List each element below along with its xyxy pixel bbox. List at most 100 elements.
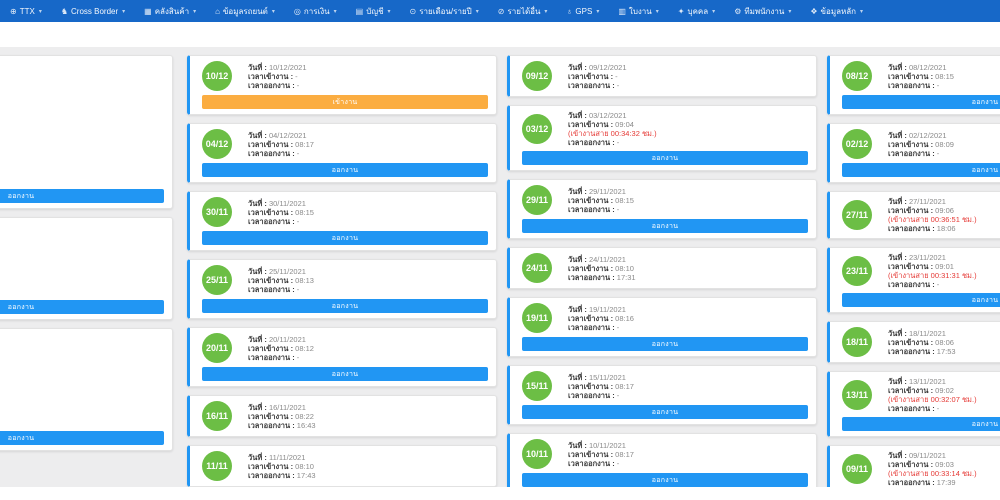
clock-out-button[interactable]: ออกงาน bbox=[842, 163, 1000, 177]
card-clipped-content bbox=[0, 334, 164, 427]
time-in-line: เวลาเข้างาน : 08:10 bbox=[248, 462, 316, 471]
clock-out-button[interactable]: ออกงาน bbox=[522, 405, 808, 419]
clock-out-button[interactable]: ออกงาน bbox=[842, 293, 1000, 307]
nav-item-accounting[interactable]: ▤ บัญชี ▾ bbox=[356, 5, 391, 18]
date-badge: 10/11 bbox=[522, 439, 552, 469]
nav-item-vehicle-data[interactable]: ⌂ ข้อมูลรถยนต์ ▾ bbox=[215, 5, 275, 18]
date-value: 04/12/2021 bbox=[266, 130, 307, 140]
clock-out-button[interactable]: ออกงาน bbox=[522, 473, 808, 487]
card-body: 27/11 วันที่ : 27/11/2021 เวลาเข้างาน : 09… bbox=[842, 197, 1000, 233]
nav-item-staff-team[interactable]: ⚙ ทีมพนักงาน ▾ bbox=[734, 5, 791, 18]
nav-item-warehouse[interactable]: ▦ คลังสินค้า ▾ bbox=[144, 5, 196, 18]
chevron-down-icon: ▾ bbox=[122, 8, 126, 15]
time-in-value: 08:12 bbox=[293, 343, 314, 353]
time-in-label: เวลาเข้างาน : bbox=[248, 139, 294, 149]
card-lines: วันที่ : 15/11/2021 เวลาเข้างาน : 08:17 เว… bbox=[568, 373, 634, 400]
clock-out-button[interactable]: ออกงาน bbox=[202, 163, 488, 177]
card-lines: วันที่ : 13/11/2021 เวลาเข้างาน : 09:02 (เ… bbox=[888, 377, 977, 413]
nav-item-ttx[interactable]: ⊕ TTX ▾ bbox=[10, 7, 42, 16]
time-in-line: เวลาเข้างาน : 09:03 bbox=[888, 460, 977, 469]
date-line: วันที่ : 23/11/2021 bbox=[888, 253, 977, 262]
vehicle-data-icon: ⌂ bbox=[215, 6, 220, 16]
date-label: วันที่ : bbox=[568, 440, 587, 450]
clock-out-button[interactable]: ออกงาน bbox=[202, 367, 488, 381]
nav-item-finance[interactable]: ◎ การเงิน ▾ bbox=[294, 5, 337, 18]
card-body: 16/11 วันที่ : 16/11/2021 เวลาเข้างาน : 08… bbox=[202, 401, 488, 431]
date-label: วันที่ : bbox=[568, 304, 587, 314]
date-label: วันที่ : bbox=[888, 130, 907, 140]
warehouse-icon: ▦ bbox=[144, 6, 152, 16]
clock-out-button[interactable]: ออกงาน bbox=[0, 300, 164, 314]
clock-out-button[interactable]: ออกงาน bbox=[202, 231, 488, 245]
time-out-label: เวลาออกงาน : bbox=[248, 352, 295, 362]
time-in-value: 08:17 bbox=[293, 139, 314, 149]
nav-item-label: TTX bbox=[19, 6, 35, 16]
time-in-label: เวลาเข้างาน : bbox=[888, 460, 934, 469]
date-badge: 11/11 bbox=[202, 451, 232, 481]
card-lines: วันที่ : 10/12/2021 เวลาเข้างาน : - เวลาออ… bbox=[248, 63, 307, 90]
date-badge: 09/12 bbox=[522, 61, 552, 91]
date-label: วันที่ : bbox=[888, 377, 907, 386]
clock-out-button[interactable]: ออกงาน bbox=[522, 337, 808, 351]
nav-item-other-income[interactable]: ⊘ รายได้อื่น ▾ bbox=[498, 5, 548, 18]
time-out-label: เวลาออกงาน : bbox=[888, 280, 935, 289]
time-in-line: เวลาเข้างาน : 08:17 bbox=[568, 382, 634, 391]
card-lines: วันที่ : 20/11/2021 เวลาเข้างาน : 08:12 เว… bbox=[248, 335, 314, 362]
chevron-down-icon: ▾ bbox=[596, 8, 600, 15]
nav-item-label: บัญชี bbox=[366, 6, 384, 16]
clock-out-button[interactable]: ออกงาน bbox=[0, 431, 164, 445]
time-out-line: เวลาออกงาน : - bbox=[248, 353, 314, 362]
clock-out-button[interactable]: ออกงาน bbox=[842, 417, 1000, 431]
date-label: วันที่ : bbox=[248, 334, 267, 344]
date-line: วันที่ : 02/12/2021 bbox=[888, 131, 954, 140]
nav-item-monthly[interactable]: ⊙ รายเดือน/รายปี ▾ bbox=[410, 5, 479, 18]
clock-out-button[interactable]: ออกงาน bbox=[522, 219, 808, 233]
clock-out-button[interactable]: ออกงาน bbox=[522, 151, 808, 165]
attendance-card: ออกงาน bbox=[0, 55, 173, 209]
nav-item-personnel[interactable]: ✦ บุคคล ▾ bbox=[678, 5, 715, 18]
attendance-column-b: 10/12 วันที่ : 10/12/2021 เวลาเข้างาน : -เ… bbox=[187, 55, 497, 487]
date-badge: 08/12 bbox=[842, 61, 872, 91]
late-note: (เข้างานสาย 00:32:07 ชม.) bbox=[888, 395, 977, 404]
card-clipped-content bbox=[0, 223, 164, 296]
nav-item-cross-border[interactable]: ♞ Cross Border ▾ bbox=[61, 7, 125, 16]
card-lines: วันที่ : 09/12/2021 เวลาเข้างาน : - เวลาออ… bbox=[568, 63, 627, 90]
time-in-label: เวลาเข้างาน : bbox=[248, 207, 294, 217]
time-in-value: 08:06 bbox=[933, 337, 954, 347]
clock-out-button[interactable]: ออกงาน bbox=[0, 189, 164, 203]
time-out-value: - bbox=[934, 404, 940, 413]
nav-item-gps[interactable]: ♁ GPS ▾ bbox=[566, 7, 599, 16]
nav-item-job-sheet[interactable]: ▥ ใบงาน ▾ bbox=[618, 5, 658, 18]
time-in-label: เวลาเข้างาน : bbox=[248, 461, 294, 471]
attendance-card: 04/12 วันที่ : 04/12/2021 เวลาเข้างาน : 08… bbox=[187, 123, 497, 183]
time-out-label: เวลาออกงาน : bbox=[568, 458, 615, 468]
attendance-card: 20/11 วันที่ : 20/11/2021 เวลาเข้างาน : 08… bbox=[187, 327, 497, 387]
date-badge: 15/11 bbox=[522, 371, 552, 401]
clock-in-button[interactable]: เข้างาน bbox=[202, 95, 488, 109]
time-out-value: 17:43 bbox=[294, 470, 316, 480]
date-label: วันที่ : bbox=[248, 402, 267, 412]
clock-out-button[interactable]: ออกงาน bbox=[842, 95, 1000, 109]
date-line: วันที่ : 20/11/2021 bbox=[248, 335, 314, 344]
time-in-label: เวลาเข้างาน : bbox=[248, 275, 294, 285]
card-body: 18/11 วันที่ : 18/11/2021 เวลาเข้างาน : 08… bbox=[842, 327, 1000, 357]
date-line: วันที่ : 25/11/2021 bbox=[248, 267, 314, 276]
nav-item-label: การเงิน bbox=[303, 6, 330, 16]
attendance-card: 10/11 วันที่ : 10/11/2021 เวลาเข้างาน : 08… bbox=[507, 433, 817, 487]
date-badge: 27/11 bbox=[842, 200, 872, 230]
attendance-card: 09/12 วันที่ : 09/12/2021 เวลาเข้างาน : -เ… bbox=[507, 55, 817, 97]
nav-item-label: ใบงาน bbox=[628, 6, 652, 16]
time-out-line: เวลาออกงาน : 17:53 bbox=[888, 347, 956, 356]
date-value: 09/11/2021 bbox=[906, 451, 946, 460]
date-value: 25/11/2021 bbox=[266, 266, 306, 276]
chevron-down-icon: ▾ bbox=[271, 8, 275, 15]
card-body: 24/11 วันที่ : 24/11/2021 เวลาเข้างาน : 08… bbox=[522, 253, 808, 283]
time-in-label: เวลาเข้างาน : bbox=[888, 206, 934, 215]
attendance-card: 18/11 วันที่ : 18/11/2021 เวลาเข้างาน : 08… bbox=[827, 321, 1000, 363]
time-out-line: เวลาออกงาน : - bbox=[888, 280, 977, 289]
nav-item-master-data[interactable]: ❖ ข้อมูลหลัก ▾ bbox=[810, 5, 863, 18]
time-out-label: เวลาออกงาน : bbox=[568, 204, 615, 214]
time-out-label: เวลาออกงาน : bbox=[888, 404, 935, 413]
clock-out-button[interactable]: ออกงาน bbox=[202, 299, 488, 313]
date-value: 16/11/2021 bbox=[266, 402, 306, 412]
